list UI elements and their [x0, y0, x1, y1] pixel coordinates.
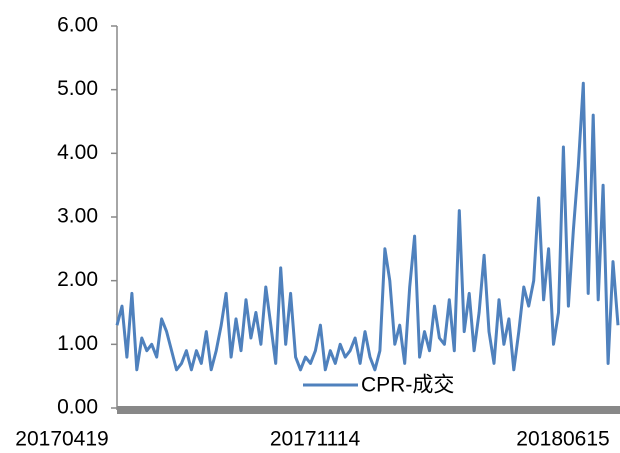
- y-tick-label: 5.00: [57, 77, 98, 100]
- y-tick-label: 0.00: [57, 396, 98, 419]
- series-line: [115, 81, 620, 372]
- x-tick-label: 20171114: [270, 428, 361, 451]
- y-tick-label: 4.00: [57, 141, 98, 164]
- legend-label: CPR-成交: [361, 374, 454, 397]
- x-tick-label: 20180615: [516, 428, 609, 451]
- y-tick-label: 1.00: [57, 332, 98, 355]
- x-tick-label: 20170419: [15, 428, 108, 451]
- y-tick-label: 3.00: [57, 205, 98, 228]
- y-tick-label: 6.00: [57, 14, 98, 37]
- x-axis: [117, 406, 620, 414]
- y-tick-label: 2.00: [57, 268, 98, 291]
